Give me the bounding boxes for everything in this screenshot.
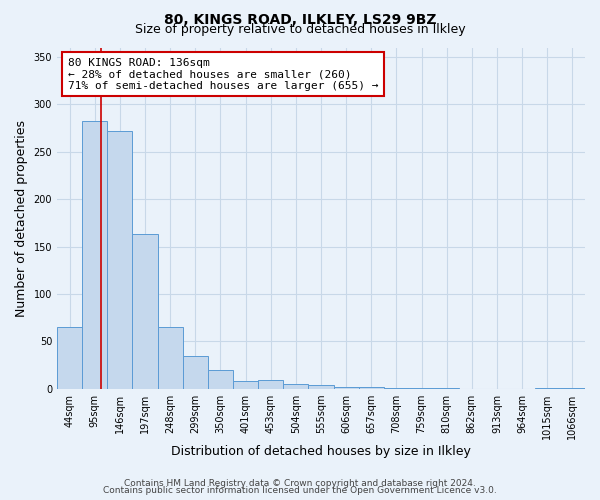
- Bar: [133, 234, 158, 388]
- Bar: [107, 131, 133, 388]
- Bar: [82, 122, 107, 388]
- Text: Contains public sector information licensed under the Open Government Licence v3: Contains public sector information licen…: [103, 486, 497, 495]
- Bar: [208, 370, 233, 388]
- Text: Contains HM Land Registry data © Crown copyright and database right 2024.: Contains HM Land Registry data © Crown c…: [124, 478, 476, 488]
- Bar: [233, 381, 258, 388]
- Bar: [258, 380, 283, 388]
- Text: Size of property relative to detached houses in Ilkley: Size of property relative to detached ho…: [134, 22, 466, 36]
- X-axis label: Distribution of detached houses by size in Ilkley: Distribution of detached houses by size …: [171, 444, 471, 458]
- Bar: [283, 384, 308, 388]
- Y-axis label: Number of detached properties: Number of detached properties: [15, 120, 28, 316]
- Text: 80 KINGS ROAD: 136sqm
← 28% of detached houses are smaller (260)
71% of semi-det: 80 KINGS ROAD: 136sqm ← 28% of detached …: [68, 58, 378, 91]
- Bar: [308, 385, 334, 388]
- Bar: [57, 327, 82, 388]
- Bar: [359, 387, 384, 388]
- Bar: [158, 327, 183, 388]
- Bar: [334, 387, 359, 388]
- Bar: [183, 356, 208, 388]
- Text: 80, KINGS ROAD, ILKLEY, LS29 9BZ: 80, KINGS ROAD, ILKLEY, LS29 9BZ: [164, 12, 436, 26]
